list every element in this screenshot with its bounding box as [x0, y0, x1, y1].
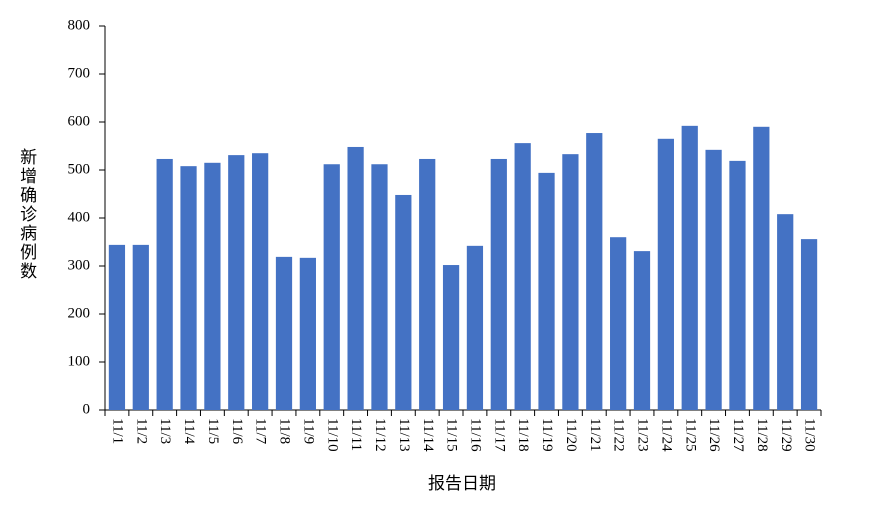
x-tick-label: 11/9: [300, 418, 316, 444]
x-tick-label: 11/19: [539, 418, 555, 452]
x-tick-label: 11/26: [706, 418, 722, 452]
bar: [347, 146, 364, 410]
x-tick-label: 11/21: [587, 418, 603, 452]
bar: [538, 172, 555, 410]
x-axis-title: 报告日期: [428, 474, 496, 493]
bar: [156, 158, 173, 410]
x-tick-label: 11/14: [420, 418, 436, 452]
bar: [252, 153, 269, 410]
bar: [633, 251, 651, 410]
bar: [275, 256, 293, 410]
x-tick-label: 11/18: [515, 418, 531, 452]
bar: [204, 162, 221, 410]
bar: [586, 133, 603, 411]
x-tick-label: 11/13: [396, 418, 412, 452]
x-tick-label: 11/12: [372, 418, 388, 452]
bar: [705, 149, 722, 410]
y-tick-label: 700: [68, 65, 91, 81]
y-tick-label: 500: [68, 161, 91, 177]
bar: [753, 126, 770, 411]
x-tick-label: 11/5: [205, 418, 221, 444]
x-tick-label: 11/15: [444, 418, 460, 452]
x-tick-label: 11/28: [754, 418, 770, 452]
y-tick-label: 600: [68, 113, 91, 129]
y-tick-label: 800: [68, 17, 91, 33]
y-tick-label: 400: [68, 209, 91, 225]
y-tick-label: 200: [68, 305, 91, 321]
bar: [419, 158, 436, 410]
bar: [466, 245, 484, 410]
bar: [299, 257, 316, 410]
x-tick-label: 11/22: [611, 418, 627, 452]
x-tick-label: 11/10: [324, 418, 340, 452]
bar: [180, 166, 197, 410]
bar: [490, 158, 507, 410]
x-tick-label: 11/24: [658, 418, 674, 452]
bar: [228, 155, 245, 410]
x-tick-label: 11/20: [563, 418, 579, 452]
x-tick-label: 11/23: [635, 418, 651, 452]
bar: [562, 154, 579, 410]
x-tick-label: 11/2: [133, 418, 149, 444]
x-tick-label: 11/30: [802, 418, 818, 452]
x-tick-label: 11/4: [181, 418, 197, 445]
x-tick-label: 11/11: [348, 418, 364, 451]
bar: [729, 160, 746, 410]
y-tick-label: 300: [68, 257, 91, 273]
y-tick-label: 100: [68, 353, 91, 369]
bar: [395, 194, 412, 410]
bar: [800, 239, 818, 410]
x-tick-label: 11/29: [778, 418, 794, 452]
bar: [108, 244, 126, 410]
x-tick-label: 11/8: [277, 418, 293, 444]
y-axis-title: 新增确诊病例数: [17, 148, 37, 281]
x-tick-label: 11/7: [253, 418, 269, 445]
x-tick-label: 11/16: [467, 418, 483, 452]
bar: [681, 125, 698, 410]
bar: [442, 265, 460, 410]
bar: [657, 138, 674, 411]
x-tick-label: 11/1: [109, 418, 125, 444]
x-tick-label: 11/27: [730, 418, 746, 452]
y-tick-label: 0: [83, 401, 91, 417]
bar: [514, 143, 531, 410]
bar: [323, 164, 340, 410]
x-tick-label: 11/17: [491, 418, 507, 452]
x-tick-label: 11/6: [229, 418, 245, 445]
x-tick-label: 11/25: [682, 418, 698, 452]
bar: [132, 244, 149, 410]
bar: [777, 214, 794, 410]
bar: [371, 164, 388, 410]
bar: [610, 237, 627, 410]
x-tick-label: 11/3: [157, 418, 173, 444]
